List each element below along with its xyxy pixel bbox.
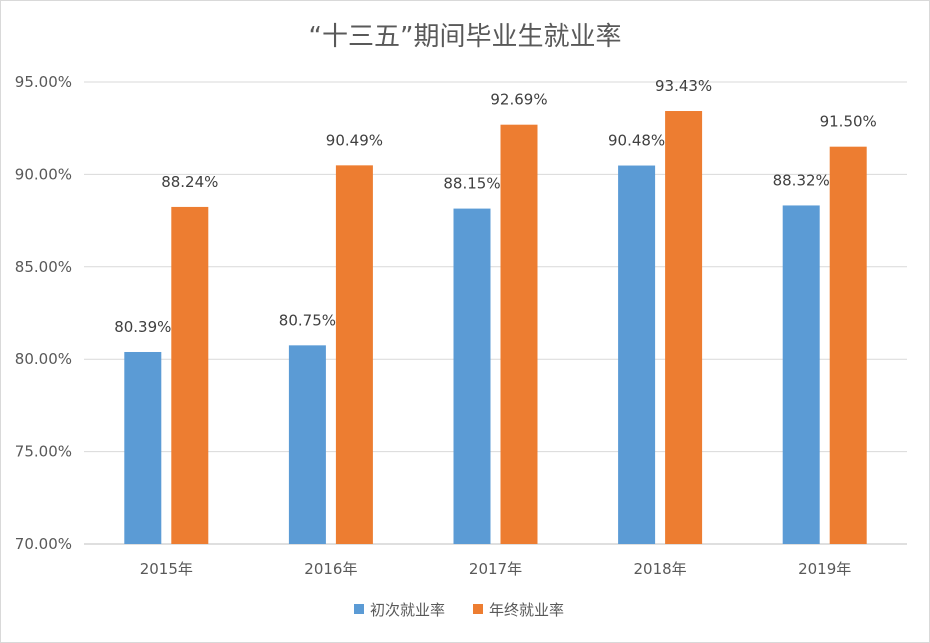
x-tick-label: 2019年 — [798, 560, 851, 578]
y-tick-label: 70.00% — [15, 535, 72, 553]
x-tick-label: 2016年 — [304, 560, 357, 578]
data-labels: 80.39% 88.24% 80.75% 90.49% 88.15% 92.69% 90.4… — [114, 77, 877, 336]
legend: 初次就业率 年终就业率 — [354, 601, 564, 619]
y-axis: 70.00% 75.00% 80.00% 85.00% 90.00% 95.00% — [15, 73, 72, 553]
chart-title: “十三五”期间毕业生就业率 — [309, 22, 622, 52]
data-label: 88.15% — [443, 175, 500, 193]
y-tick-label: 75.00% — [15, 443, 72, 461]
data-label: 88.24% — [161, 173, 218, 191]
x-axis: 2015年 2016年 2017年 2018年 2019年 — [140, 560, 852, 578]
x-tick-label: 2018年 — [634, 560, 687, 578]
data-label: 90.48% — [608, 132, 665, 150]
bar-yearend — [335, 165, 373, 545]
bar-initial — [288, 345, 326, 544]
y-tick-label: 90.00% — [15, 165, 72, 183]
legend-label: 初次就业率 — [370, 601, 445, 619]
bar-yearend — [829, 146, 867, 544]
bar-initial — [453, 208, 491, 544]
gridlines — [84, 81, 907, 545]
data-label: 80.75% — [279, 311, 336, 329]
y-tick-label: 95.00% — [15, 73, 72, 91]
legend-label: 年终就业率 — [489, 601, 564, 619]
x-tick-label: 2017年 — [469, 560, 522, 578]
data-label: 93.43% — [655, 77, 712, 95]
y-tick-label: 85.00% — [15, 258, 72, 276]
bar-yearend — [500, 124, 538, 545]
y-tick-label: 80.00% — [15, 350, 72, 368]
data-label: 80.39% — [114, 318, 171, 336]
legend-swatch — [473, 604, 483, 614]
bars — [124, 111, 867, 545]
bar-initial — [782, 205, 820, 544]
x-tick-label: 2015年 — [140, 560, 193, 578]
data-label: 88.32% — [773, 171, 830, 189]
bar-initial — [618, 165, 656, 544]
legend-swatch — [354, 604, 364, 614]
data-label: 92.69% — [490, 91, 547, 109]
bar-initial — [124, 351, 162, 544]
bar-yearend — [171, 206, 209, 544]
bar-yearend — [665, 111, 703, 544]
data-label: 90.49% — [326, 131, 383, 149]
data-label: 91.50% — [820, 113, 877, 131]
